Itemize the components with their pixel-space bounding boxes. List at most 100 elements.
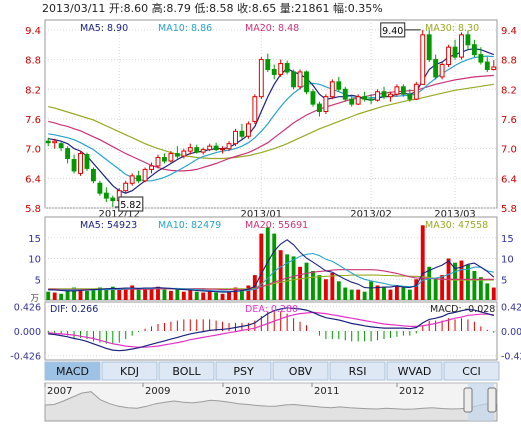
candle: [297, 71, 303, 88]
volume-bar: [220, 293, 225, 300]
candle: [226, 143, 232, 150]
volume-bar: [194, 291, 199, 300]
candle: [452, 46, 458, 58]
volume-tick-right: 5: [501, 275, 507, 286]
candle: [400, 86, 406, 95]
price-ma10-line: [48, 55, 494, 182]
volume-bar: [440, 275, 445, 300]
candle: [129, 175, 135, 184]
candle: [362, 96, 368, 100]
volume-bar: [207, 290, 212, 300]
tab-boll[interactable]: [158, 361, 215, 381]
candle: [45, 140, 51, 144]
candle: [310, 91, 316, 105]
tab-psy[interactable]: [215, 361, 272, 381]
volume-bar: [336, 281, 341, 300]
volume-bar: [65, 289, 70, 300]
volume-bar: [188, 289, 193, 300]
dea-line: [48, 311, 494, 348]
volume-bar: [117, 289, 122, 300]
volume-bar: [298, 266, 302, 300]
volume-bar: [162, 289, 167, 300]
volume-bar: [104, 288, 109, 300]
tab-wvad[interactable]: [386, 361, 443, 381]
candle: [65, 148, 71, 160]
candle: [162, 157, 167, 162]
volume-bar: [485, 283, 490, 300]
candle: [194, 147, 200, 153]
tab-label[interactable]: KDJ: [120, 365, 139, 378]
candle: [103, 192, 109, 199]
volume-bar: [427, 266, 432, 300]
volume-bar: [369, 281, 374, 300]
volume-legend-ma20: MA20: 55691: [245, 220, 308, 231]
price-tick-left: 8.2: [25, 85, 41, 96]
price-legend-ma5: MA5: 8.90: [80, 23, 128, 34]
candle: [181, 150, 187, 157]
tab-label[interactable]: CCI: [462, 365, 481, 378]
tab-label[interactable]: MACD: [56, 365, 89, 378]
volume-bar: [330, 273, 335, 300]
volume-bar: [233, 287, 238, 300]
tab-macd[interactable]: [44, 361, 101, 381]
price-tick-left: 8.8: [25, 56, 41, 67]
volume-tick-left: 5: [35, 275, 41, 286]
candle: [459, 34, 464, 58]
volume-bar: [246, 285, 251, 300]
tab-label[interactable]: RSI: [349, 365, 367, 378]
tab-rsi[interactable]: [329, 361, 386, 381]
price-tick-right: 7.6: [501, 115, 517, 126]
price-tick-right: 5.8: [501, 204, 517, 215]
candle: [142, 168, 148, 182]
candle: [265, 59, 271, 70]
volume-bar: [472, 270, 477, 300]
candle: [465, 34, 471, 46]
volume-bar: [394, 285, 399, 300]
navigator-left-handle[interactable]: [463, 387, 473, 413]
candle: [258, 59, 264, 98]
open-value: 8.60: [123, 2, 149, 15]
volume-bar: [478, 277, 483, 300]
volume-bar: [97, 287, 102, 300]
open-label: 开:: [108, 2, 124, 15]
macd-legend-dea: DEA: 0.280: [245, 304, 298, 315]
tab-cci[interactable]: [443, 361, 500, 381]
tab-kdj[interactable]: [101, 361, 158, 381]
price-tick-left: 6.4: [25, 174, 41, 185]
candle: [433, 59, 439, 78]
tab-label[interactable]: WVAD: [398, 365, 432, 378]
date-tick: 2012/12: [98, 209, 140, 220]
candle: [123, 182, 129, 192]
low-annotation: 5.82: [120, 200, 141, 211]
candle: [355, 96, 361, 105]
volume-bar: [201, 292, 206, 300]
candle: [316, 103, 322, 113]
change-label: 幅:: [333, 2, 348, 15]
tab-label[interactable]: PSY: [233, 365, 254, 378]
candle: [84, 154, 90, 169]
volume-bar: [272, 233, 277, 300]
volume-bar: [240, 288, 244, 300]
volume-tick-right: 15: [501, 234, 514, 245]
tab-label[interactable]: BOLL: [172, 365, 201, 378]
candle: [394, 86, 400, 95]
candle: [291, 71, 297, 88]
candle: [245, 123, 251, 137]
tab-label[interactable]: OBV: [289, 365, 313, 378]
volume-bar: [420, 225, 425, 300]
price-legend-ma10: MA10: 8.86: [158, 23, 212, 34]
volume-tick-left: 15: [28, 234, 41, 245]
candle: [233, 130, 238, 145]
candle: [213, 145, 219, 151]
volume-bar: [156, 286, 160, 300]
volume-bar: [304, 262, 309, 300]
candle: [149, 165, 154, 170]
tab-obv[interactable]: [272, 361, 329, 381]
candle: [271, 68, 277, 75]
macd-legend-dif: DIF: 0.266: [50, 304, 98, 315]
navigator-right-handle[interactable]: [487, 387, 497, 413]
volume-bar: [375, 285, 380, 300]
volume-bar: [349, 289, 354, 300]
candle: [52, 140, 58, 144]
volume-bar: [356, 289, 361, 300]
